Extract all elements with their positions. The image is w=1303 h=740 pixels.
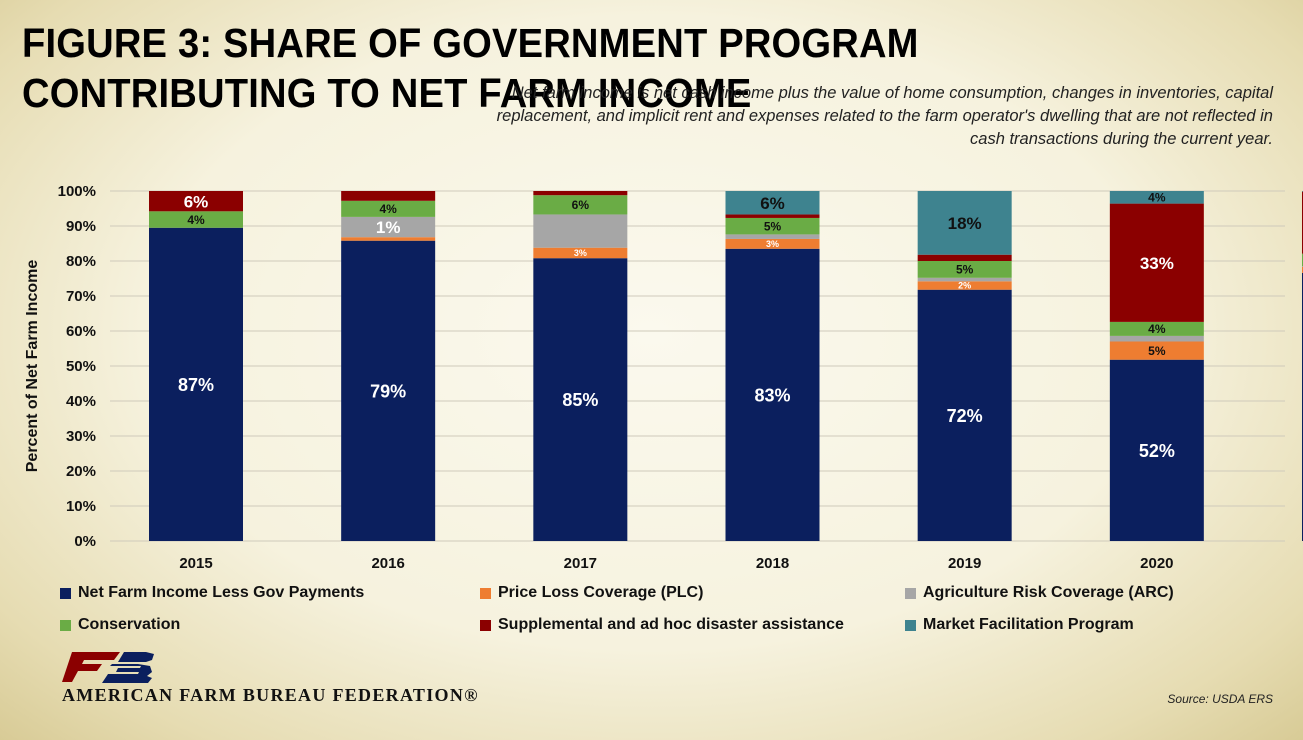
bar-segment — [917, 277, 1012, 282]
chart-title: FIGURE 3: SHARE OF GOVERNMENT PROGRAM CO… — [22, 20, 919, 116]
data-label: 5% — [1148, 344, 1166, 358]
data-label: 18% — [948, 214, 982, 233]
y-tick-label: 100% — [58, 183, 96, 200]
legend-item: Supplemental and ad hoc disaster assista… — [480, 616, 905, 634]
data-label: 4% — [1148, 322, 1166, 336]
bar-segment — [917, 289, 1012, 541]
x-tick-label: 2015 — [179, 555, 212, 572]
legend-swatch — [480, 619, 491, 631]
bar-segment — [1109, 359, 1204, 541]
legend-label: Agriculture Risk Coverage (ARC) — [923, 584, 1174, 601]
x-tick-label: 2018 — [756, 555, 789, 572]
data-label: 33% — [1140, 254, 1174, 273]
bar-segment — [341, 240, 436, 541]
bar-segment — [1109, 341, 1204, 360]
bar-segment — [341, 237, 436, 241]
bar-segment — [533, 191, 628, 196]
y-tick-label: 50% — [66, 358, 96, 375]
x-tick-label: 2019 — [948, 555, 981, 572]
bar-segment — [725, 217, 820, 235]
data-label: 6% — [184, 192, 209, 211]
y-axis-label: Percent of Net Farm Income — [24, 260, 41, 473]
legend-swatch — [60, 587, 71, 599]
y-tick-label: 10% — [66, 498, 96, 515]
data-label: 52% — [1139, 441, 1175, 461]
data-label: 6% — [760, 194, 785, 213]
legend-label: Net Farm Income Less Gov Payments — [78, 584, 365, 601]
bar-segment — [341, 216, 436, 238]
bar-segment — [1109, 191, 1204, 204]
data-label: 1% — [376, 218, 401, 237]
bar-segment — [1109, 321, 1204, 336]
bar-segment — [533, 214, 628, 248]
bar-segment — [533, 247, 628, 259]
legend-item: Conservation — [60, 616, 480, 634]
data-label: 6% — [572, 198, 590, 212]
legend-label: Market Facilitation Program — [923, 616, 1134, 633]
y-tick-label: 90% — [66, 218, 96, 235]
bar-segment — [917, 254, 1012, 261]
data-label: 3% — [574, 248, 587, 258]
legend-row: Conservation Supplemental and ad hoc disa… — [60, 616, 1303, 634]
legend-swatch — [60, 619, 71, 631]
data-label: 3% — [766, 239, 779, 249]
data-label: 4% — [379, 202, 397, 216]
y-tick-label: 20% — [66, 463, 96, 480]
y-tick-label: 60% — [66, 323, 96, 340]
x-tick-label: 2016 — [371, 555, 404, 572]
bar-segment — [725, 238, 820, 249]
bar-segment — [725, 191, 820, 215]
logo-text: AMERICAN FARM BUREAU FEDERATION® — [62, 685, 479, 705]
legend-item: Agriculture Risk Coverage (ARC) — [905, 584, 1303, 602]
source-note: Source: USDA ERS — [1167, 692, 1273, 706]
bar-segment — [725, 214, 820, 218]
chart-subtitle: Net farm income is net cash income plus … — [496, 84, 1273, 148]
legend-item: Price Loss Coverage (PLC) — [480, 584, 905, 602]
data-label: 2% — [958, 281, 971, 291]
x-tick-label: 2017 — [564, 555, 597, 572]
data-label: 87% — [178, 375, 214, 395]
legend-swatch — [905, 587, 916, 599]
bar-segment — [917, 281, 1012, 290]
data-label: 5% — [956, 263, 974, 277]
y-tick-label: 30% — [66, 428, 96, 445]
bar-segment — [149, 227, 243, 541]
data-label: 83% — [754, 385, 790, 405]
bar-segment — [341, 200, 436, 217]
bar-segment — [341, 191, 436, 201]
bar-segment — [533, 195, 628, 215]
legend-swatch — [480, 587, 491, 599]
bar-segment — [533, 258, 628, 541]
legend-item: Market Facilitation Program — [905, 616, 1303, 634]
bar-segment — [725, 248, 820, 541]
legend-label: Price Loss Coverage (PLC) — [498, 584, 704, 601]
bar-segment — [1109, 203, 1204, 322]
bar-segment — [149, 191, 243, 212]
data-label: 72% — [947, 406, 983, 426]
y-tick-label: 80% — [66, 253, 96, 270]
legend-swatch — [905, 619, 916, 631]
stacked-bar-chart: 0% 10% 20% 30% 40% 50% 60% 70% 80% 90% 100% Percent… — [24, 183, 1303, 572]
bar-segment — [917, 191, 1012, 255]
y-tick-label: 70% — [66, 288, 96, 305]
y-tick-label: 0% — [74, 533, 96, 550]
legend-row: Net Farm Income Less Gov Payments Price L… — [60, 584, 1303, 602]
legend-item: Net Farm Income Less Gov Payments — [60, 584, 480, 602]
data-label: 4% — [1148, 191, 1166, 205]
x-tick-label: 2020 — [1140, 555, 1173, 572]
data-label: 5% — [764, 219, 782, 233]
legend-label: Supplemental and ad hoc disaster assista… — [498, 616, 844, 633]
bar-segment — [725, 234, 820, 239]
bar-segment — [1109, 335, 1204, 342]
data-label: 79% — [370, 381, 406, 401]
y-tick-label: 40% — [66, 393, 96, 410]
legend-label: Conservation — [78, 616, 181, 633]
bar-segment — [917, 261, 1012, 278]
data-label: 85% — [562, 390, 598, 410]
data-label: 4% — [187, 213, 205, 227]
bar-segment — [149, 211, 243, 228]
afbf-logo-icon — [62, 652, 154, 683]
